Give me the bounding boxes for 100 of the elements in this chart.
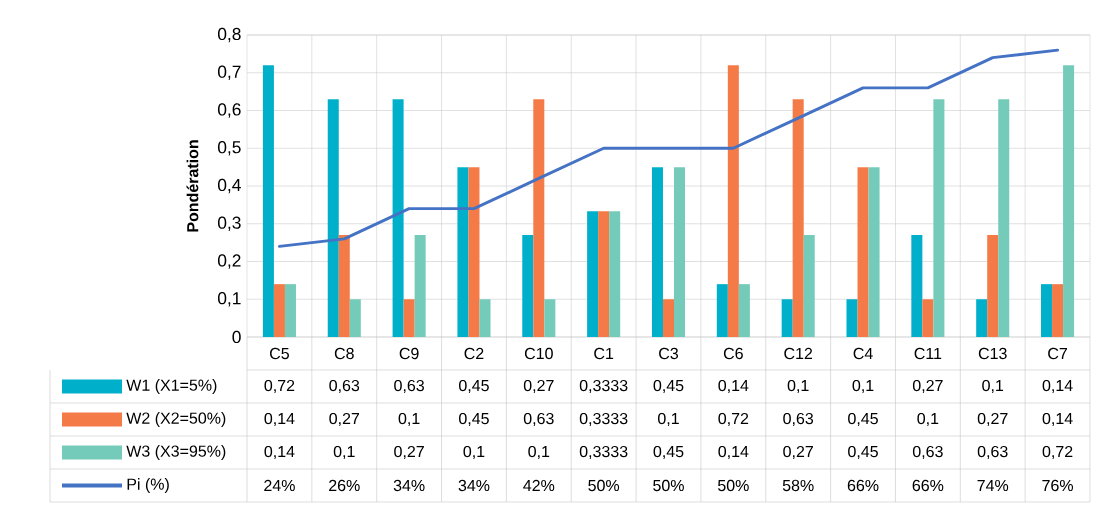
bar	[846, 299, 858, 337]
data-label: 0,14	[264, 412, 295, 427]
bar	[522, 235, 534, 337]
y-axis-title: Pondération	[186, 140, 199, 232]
data-label: 0,72	[718, 412, 749, 427]
data-label: 0,27	[394, 445, 424, 460]
data-label: 50%	[653, 479, 684, 492]
bar	[662, 299, 675, 337]
data-label: 0,45	[848, 412, 878, 427]
bar	[273, 284, 285, 337]
legend-label: W2 (X2=50%)	[126, 412, 226, 427]
data-label: 0,3333	[579, 412, 628, 427]
data-label: 0,27	[523, 379, 554, 394]
bar	[987, 235, 999, 337]
bar	[609, 211, 621, 337]
data-label: 0,45	[459, 412, 489, 427]
data-label: 76%	[1042, 479, 1073, 492]
data-label: 0,1	[333, 445, 355, 460]
data-label: 66%	[847, 479, 879, 492]
x-tick-label: C6	[723, 347, 743, 360]
data-label: 0,63	[394, 379, 424, 394]
data-label: 0,1	[982, 379, 1004, 394]
data-label: 26%	[329, 479, 360, 492]
x-tick-label: C13	[978, 347, 1007, 360]
y-tick-label: 0,8	[217, 27, 241, 43]
y-tick-label: 0,1	[217, 292, 241, 307]
bar	[544, 299, 556, 337]
data-label: 0,45	[653, 445, 684, 460]
data-label: 50%	[588, 479, 620, 492]
data-label: 0,3333	[579, 445, 628, 460]
x-tick-label: C2	[464, 347, 484, 360]
bar	[803, 235, 815, 337]
x-tick-label: C9	[399, 347, 419, 360]
bar	[651, 167, 663, 337]
x-tick-label: C8	[334, 347, 354, 360]
y-tick-label: 0,7	[217, 65, 241, 80]
bar	[868, 167, 880, 337]
bar	[911, 235, 923, 337]
x-tick-label: C12	[784, 347, 813, 360]
data-label: 0,45	[848, 445, 878, 460]
bar	[1041, 284, 1053, 337]
x-tick-label: C1	[594, 347, 614, 360]
data-label: 42%	[523, 479, 555, 492]
bar	[1052, 284, 1064, 337]
bar	[349, 299, 361, 337]
bar	[998, 99, 1010, 337]
data-label: 0,45	[459, 379, 489, 394]
data-label: 0,3333	[579, 379, 628, 394]
data-label: 50%	[717, 479, 749, 492]
data-label: 0,1	[852, 379, 874, 394]
bar	[479, 299, 491, 337]
bar	[716, 284, 728, 337]
y-tick-label: 0	[232, 330, 241, 344]
bar	[738, 284, 750, 337]
data-label: 0,14	[1042, 412, 1073, 427]
bar	[392, 99, 404, 337]
data-label: 24%	[264, 479, 295, 492]
data-label: 66%	[912, 479, 944, 492]
data-label: 74%	[977, 479, 1009, 492]
bar	[457, 167, 469, 337]
data-label: 0,1	[917, 412, 939, 427]
data-label: 0,1	[528, 445, 550, 460]
data-label: 0,1	[658, 412, 679, 427]
data-label: 0,1	[463, 445, 485, 460]
data-label: 0,63	[912, 445, 943, 460]
x-tick-label: C3	[659, 347, 679, 360]
bar	[976, 299, 988, 337]
legend-label: Pi (%)	[127, 478, 169, 493]
bar	[922, 299, 934, 337]
data-label: 0,14	[264, 445, 295, 460]
bar	[262, 65, 274, 337]
y-tick-label: 0,2	[217, 254, 241, 269]
data-label: 0,14	[718, 445, 749, 460]
x-tick-label: C7	[1048, 347, 1067, 360]
data-label: 0,27	[977, 412, 1008, 427]
bar	[857, 167, 869, 337]
bar	[403, 299, 415, 337]
bar	[338, 235, 350, 337]
y-tick-label: 0,5	[217, 141, 241, 156]
data-label: 0,45	[653, 379, 684, 394]
bar	[284, 284, 296, 337]
data-label: 0,72	[1042, 445, 1073, 460]
bar	[792, 99, 804, 337]
data-label: 0,63	[977, 445, 1008, 460]
x-tick-label: C10	[524, 347, 553, 360]
bar	[674, 167, 686, 337]
bar	[933, 99, 945, 337]
data-label: 0,1	[787, 379, 809, 394]
data-label: 34%	[393, 479, 425, 492]
y-tick-label: 0,3	[217, 216, 241, 231]
bar	[468, 167, 480, 337]
data-label: 0,72	[264, 379, 295, 394]
data-label: 0,14	[1042, 379, 1073, 394]
data-label: 58%	[782, 479, 814, 492]
bar	[587, 211, 599, 337]
x-tick-label: C5	[270, 347, 289, 360]
x-tick-label: C4	[853, 347, 873, 360]
legend-label: W1 (X1=5%)	[126, 379, 217, 394]
data-label: 0,27	[329, 412, 360, 427]
data-label: 0,63	[523, 412, 554, 427]
